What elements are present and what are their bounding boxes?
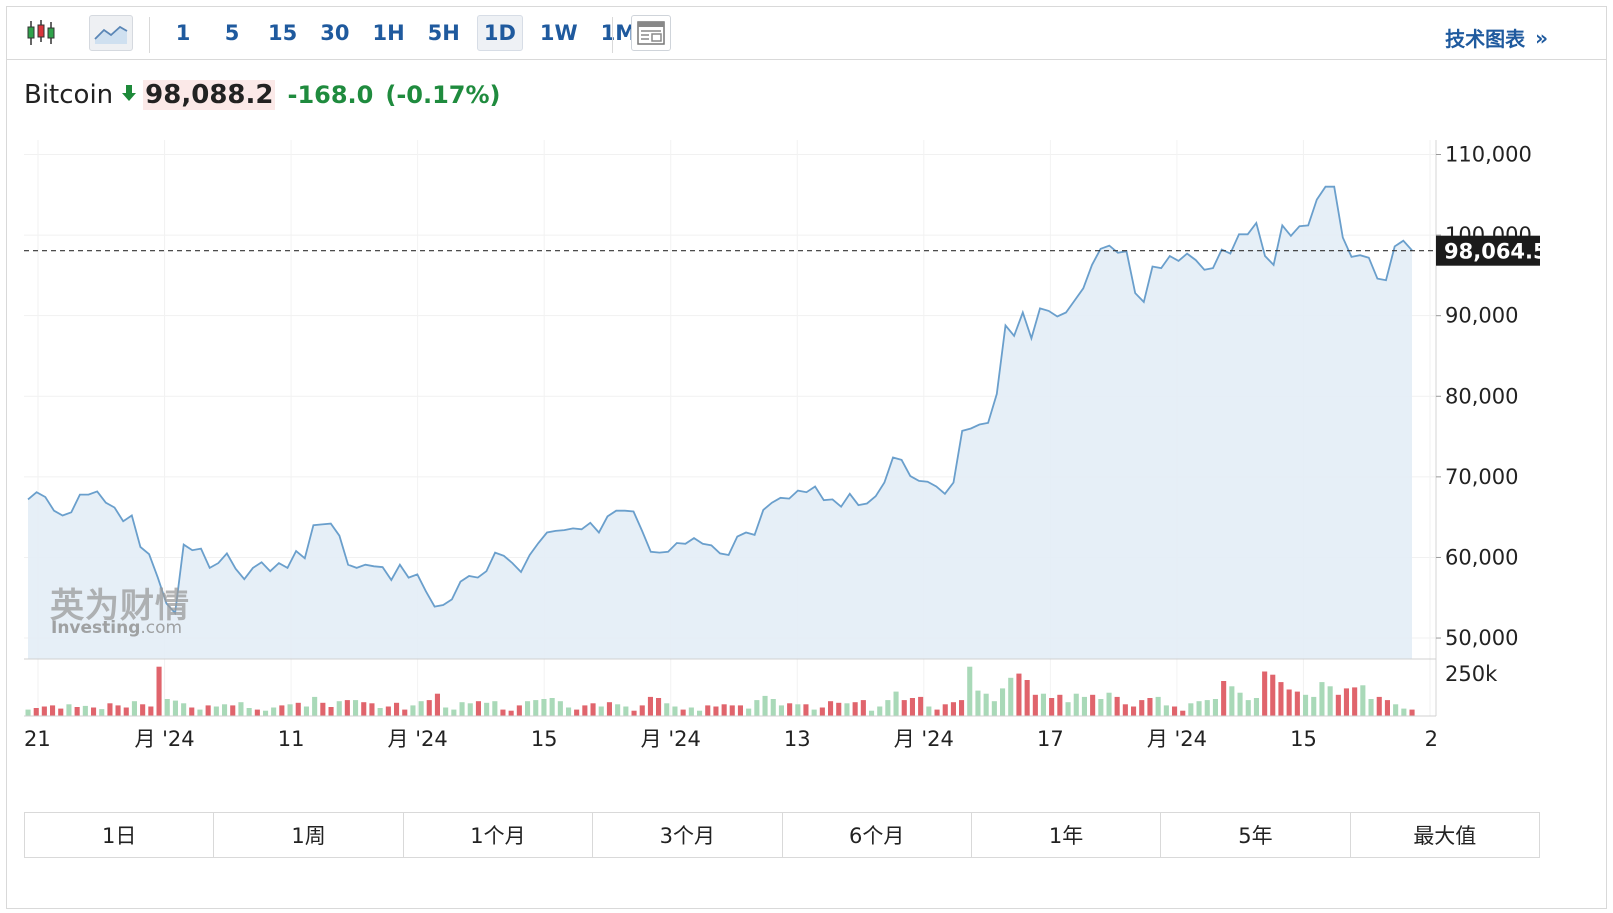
area-chart-button[interactable] [89, 15, 133, 51]
price-change: -168.0 [287, 81, 374, 109]
interval-1m[interactable]: 1M [600, 21, 637, 45]
interval-30[interactable]: 30 [320, 21, 350, 45]
range-1d[interactable]: 1日 [25, 813, 215, 857]
range-max[interactable]: 最大值 [1413, 824, 1477, 848]
interval-5h[interactable]: 5H [427, 21, 460, 45]
interval-5[interactable]: 5 [224, 21, 240, 45]
range-1w[interactable]: 1周 [214, 813, 404, 857]
range-5y[interactable]: 5年 [1161, 813, 1351, 857]
candlestick-icon [27, 20, 55, 45]
interval-selector: 1 5 15 30 1H 5H 1D 1W 1M [164, 15, 653, 51]
chart-widget-frame [6, 6, 1607, 909]
interval-1[interactable]: 1 [175, 21, 191, 45]
watermark-logo-cn: 英为财情 [50, 586, 190, 626]
double-chevron-right-icon: » [1535, 25, 1548, 50]
arrow-down-icon [121, 83, 137, 107]
range-3m[interactable]: 3个月 [593, 813, 783, 857]
chart-plot-area[interactable] [24, 140, 1436, 718]
time-range-selector: 1日 1周 1个月 3个月 6个月 1年 5年 最大值 [24, 812, 1540, 858]
range-1m[interactable]: 1个月 [404, 813, 594, 857]
area-chart-icon [94, 25, 128, 44]
price-change-percent: (-0.17%) [385, 81, 501, 109]
layout-button[interactable] [631, 15, 671, 51]
interval-15[interactable]: 15 [268, 21, 298, 45]
candlestick-chart-button[interactable] [23, 15, 59, 51]
interval-1w[interactable]: 1W [539, 21, 578, 45]
technical-chart-link[interactable]: 技术图表 » [1445, 23, 1548, 52]
chart-toolbar: 1 5 15 30 1H 5H 1D 1W 1M 技术图表 » [7, 7, 1606, 60]
toolbar-divider [149, 17, 150, 53]
last-price: 98,088.2 [143, 80, 276, 110]
interval-1d[interactable]: 1D [476, 15, 523, 51]
instrument-name: Bitcoin [24, 80, 114, 110]
watermark-logo-en: Investing.com [51, 618, 183, 638]
technical-chart-label: 技术图表 [1445, 27, 1526, 51]
toolbar-divider [612, 17, 613, 53]
quote-header: Bitcoin 98,088.2 -168.0 (-0.17%) [24, 76, 501, 114]
interval-1h[interactable]: 1H [372, 21, 405, 45]
range-6m[interactable]: 6个月 [783, 813, 972, 857]
layout-icon [637, 21, 665, 45]
range-1y[interactable]: 1年 [972, 813, 1162, 857]
